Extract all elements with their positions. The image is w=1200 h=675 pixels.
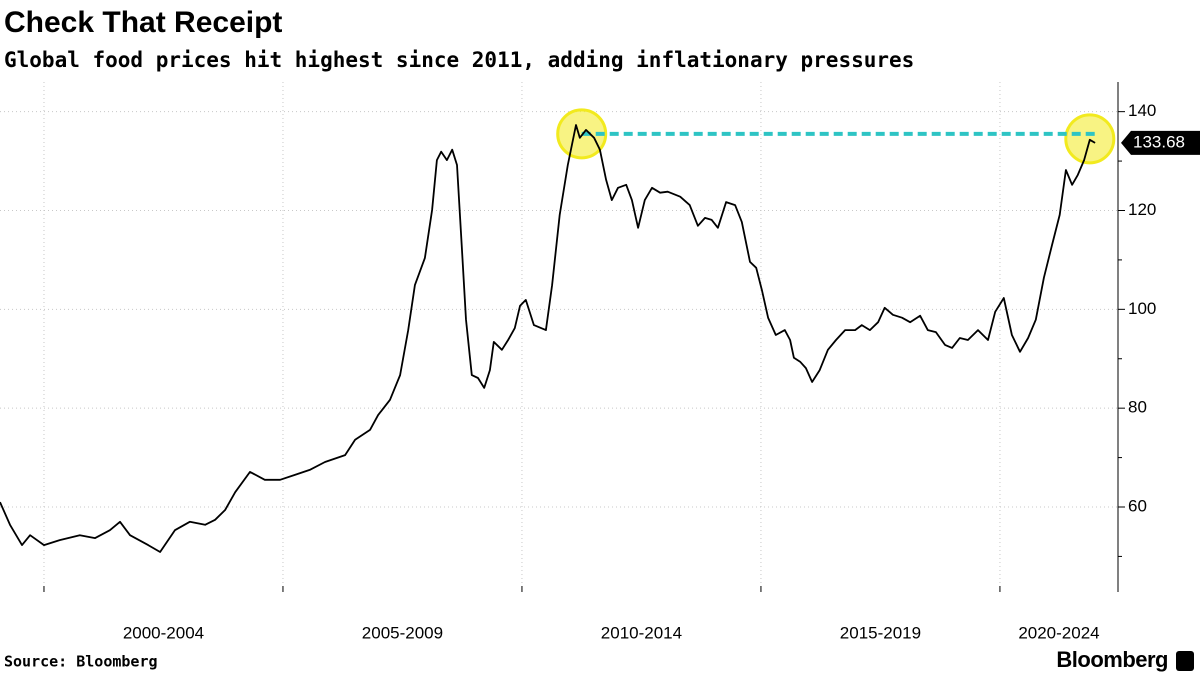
y-tick-label: 120	[1128, 200, 1156, 219]
y-tick-label: 140	[1128, 101, 1156, 120]
brand: Bloomberg	[1056, 647, 1168, 672]
y-tick-label: 80	[1128, 398, 1147, 417]
highlight	[1064, 113, 1116, 165]
source: Source: Bloomberg	[4, 653, 158, 671]
x-tick-label: 2005-2009	[362, 623, 443, 642]
last-value-box	[1121, 130, 1200, 155]
x-tick-label: 2010-2014	[601, 623, 682, 642]
y-tick-label: 100	[1128, 299, 1156, 318]
brand-icon	[1176, 651, 1194, 671]
x-tick-label: 2015-2019	[840, 623, 921, 642]
chart-title: Check That Receipt	[4, 6, 282, 39]
last-value-label: 133.68	[1133, 132, 1185, 151]
y-tick-label: 60	[1128, 496, 1147, 515]
chart-subtitle: Global food prices hit highest since 201…	[4, 48, 914, 72]
x-tick-label: 2020-2024	[1018, 623, 1099, 642]
line-series	[0, 124, 1096, 553]
x-tick-label: 2000-2004	[123, 623, 204, 642]
